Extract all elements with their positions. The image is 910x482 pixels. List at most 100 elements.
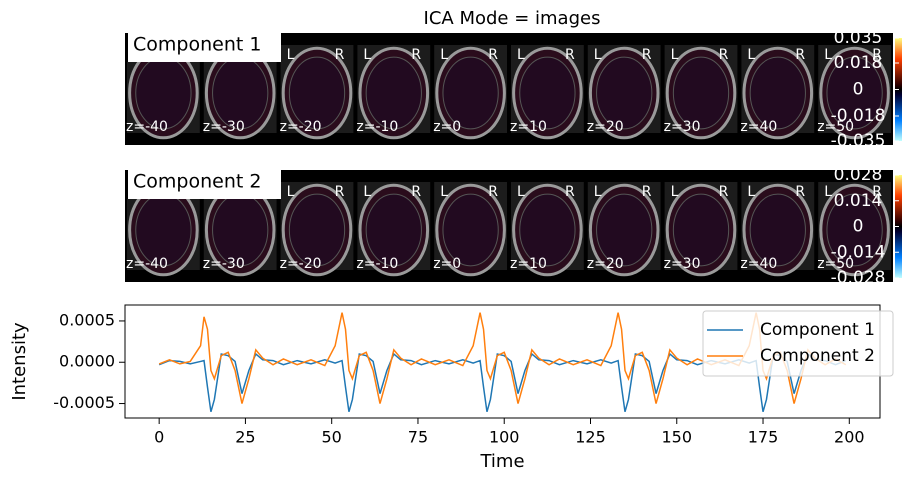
orientation-label: L: [594, 184, 602, 200]
orientation-label: R: [719, 47, 729, 63]
orientation-label: L: [287, 47, 295, 63]
brain-inner: [672, 56, 730, 130]
colorbar-tick-label: 0.035: [834, 28, 883, 48]
orientation-label: L: [747, 184, 755, 200]
orientation-label: L: [747, 47, 755, 63]
brain-inner: [365, 56, 422, 130]
x-tick-label: 100: [489, 428, 520, 447]
x-tick-label: 125: [575, 428, 606, 447]
brain-inner: [519, 193, 576, 267]
orientation-label: L: [363, 184, 371, 200]
slice-label: z=-30: [203, 119, 245, 135]
figure-title: ICA Mode = images: [424, 8, 601, 29]
orientation-label: R: [411, 184, 421, 200]
brain-inner: [288, 193, 346, 267]
orientation-label: R: [335, 47, 345, 63]
brain-inner: [288, 56, 346, 130]
orientation-label: R: [335, 184, 345, 200]
brain-inner: [672, 193, 730, 267]
brain-inner: [749, 193, 806, 267]
slice-label: z=50: [817, 256, 854, 272]
slice-label: z=-20: [280, 256, 322, 272]
slice-label: z=-30: [203, 256, 245, 272]
slice-label: z=0: [433, 256, 461, 272]
orientation-label: R: [488, 184, 498, 200]
orientation-label: L: [363, 47, 371, 63]
slice-label: z=30: [664, 256, 701, 272]
colorbar-tick-label: 0: [853, 80, 864, 100]
orientation-label: L: [671, 47, 679, 63]
slice-label: z=40: [740, 119, 777, 135]
orientation-label: L: [287, 184, 295, 200]
slice-label: z=20: [587, 256, 624, 272]
colorbar-tick-label: 0.028: [834, 165, 883, 185]
colorbar-tick-label: -0.018: [831, 106, 886, 126]
slice-label: z=-40: [126, 256, 168, 272]
slice-label: z=-40: [126, 119, 168, 135]
colorbar-tick-label: -0.014: [831, 242, 886, 262]
x-tick-label: 50: [322, 428, 342, 447]
y-axis-label: Intensity: [9, 322, 30, 401]
component-title: Component 2: [133, 171, 261, 193]
x-tick-label: 0: [154, 428, 164, 447]
orientation-label: R: [642, 184, 652, 200]
x-axis-label: Time: [479, 451, 524, 472]
slice-label: z=40: [740, 256, 777, 272]
slice-label: z=-10: [356, 119, 398, 135]
slice-label: z=50: [817, 119, 854, 135]
component-title-box: [127, 33, 281, 62]
orientation-label: R: [565, 184, 575, 200]
slice-label: z=20: [587, 119, 624, 135]
colorbar-tick-label: 0: [853, 217, 864, 237]
orientation-label: L: [824, 47, 832, 63]
orientation-label: L: [594, 47, 602, 63]
colorbar-tick-label: 0.014: [834, 191, 883, 211]
legend-box: [702, 310, 894, 377]
orientation-label: L: [440, 184, 448, 200]
slice-label: z=10: [510, 256, 547, 272]
slice-label: z=-10: [356, 256, 398, 272]
brain-inner: [596, 56, 653, 130]
orientation-label: R: [642, 47, 652, 63]
orientation-label: R: [795, 184, 805, 200]
y-tick-label: 0.0000: [59, 352, 115, 371]
brain-inner: [365, 193, 422, 267]
x-tick-label: 75: [408, 428, 428, 447]
orientation-label: L: [824, 184, 832, 200]
x-tick-label: 25: [235, 428, 255, 447]
slice-label: z=0: [433, 119, 461, 135]
brain-inner: [442, 193, 499, 267]
orientation-label: R: [872, 184, 882, 200]
brain-inner: [826, 56, 883, 130]
y-tick-label: -0.0005: [53, 393, 115, 412]
brain-inner: [749, 56, 806, 130]
orientation-label: L: [517, 184, 525, 200]
orientation-label: R: [488, 47, 498, 63]
x-tick-label: 150: [661, 428, 692, 447]
legend-label: Component 1: [760, 320, 875, 340]
x-tick-label: 175: [748, 428, 779, 447]
orientation-label: R: [872, 47, 882, 63]
x-tick-label: 200: [834, 428, 865, 447]
orientation-label: L: [517, 47, 525, 63]
colorbar-tick-label: -0.028: [831, 268, 886, 288]
component-title: Component 1: [133, 34, 261, 56]
orientation-label: R: [795, 47, 805, 63]
orientation-label: R: [565, 47, 575, 63]
slice-label: z=10: [510, 119, 547, 135]
orientation-label: R: [719, 184, 729, 200]
legend-label: Component 2: [760, 346, 875, 366]
component-title-box: [127, 170, 281, 199]
orientation-label: L: [671, 184, 679, 200]
y-tick-label: 0.0005: [59, 310, 115, 329]
brain-inner: [596, 193, 653, 267]
brain-inner: [442, 56, 499, 130]
slice-label: z=-20: [280, 119, 322, 135]
colorbar-tick-label: -0.035: [831, 131, 886, 151]
brain-inner: [519, 56, 576, 130]
slice-label: z=30: [664, 119, 701, 135]
orientation-label: R: [411, 47, 421, 63]
colorbar-tick-label: 0.018: [834, 53, 883, 73]
orientation-label: L: [440, 47, 448, 63]
